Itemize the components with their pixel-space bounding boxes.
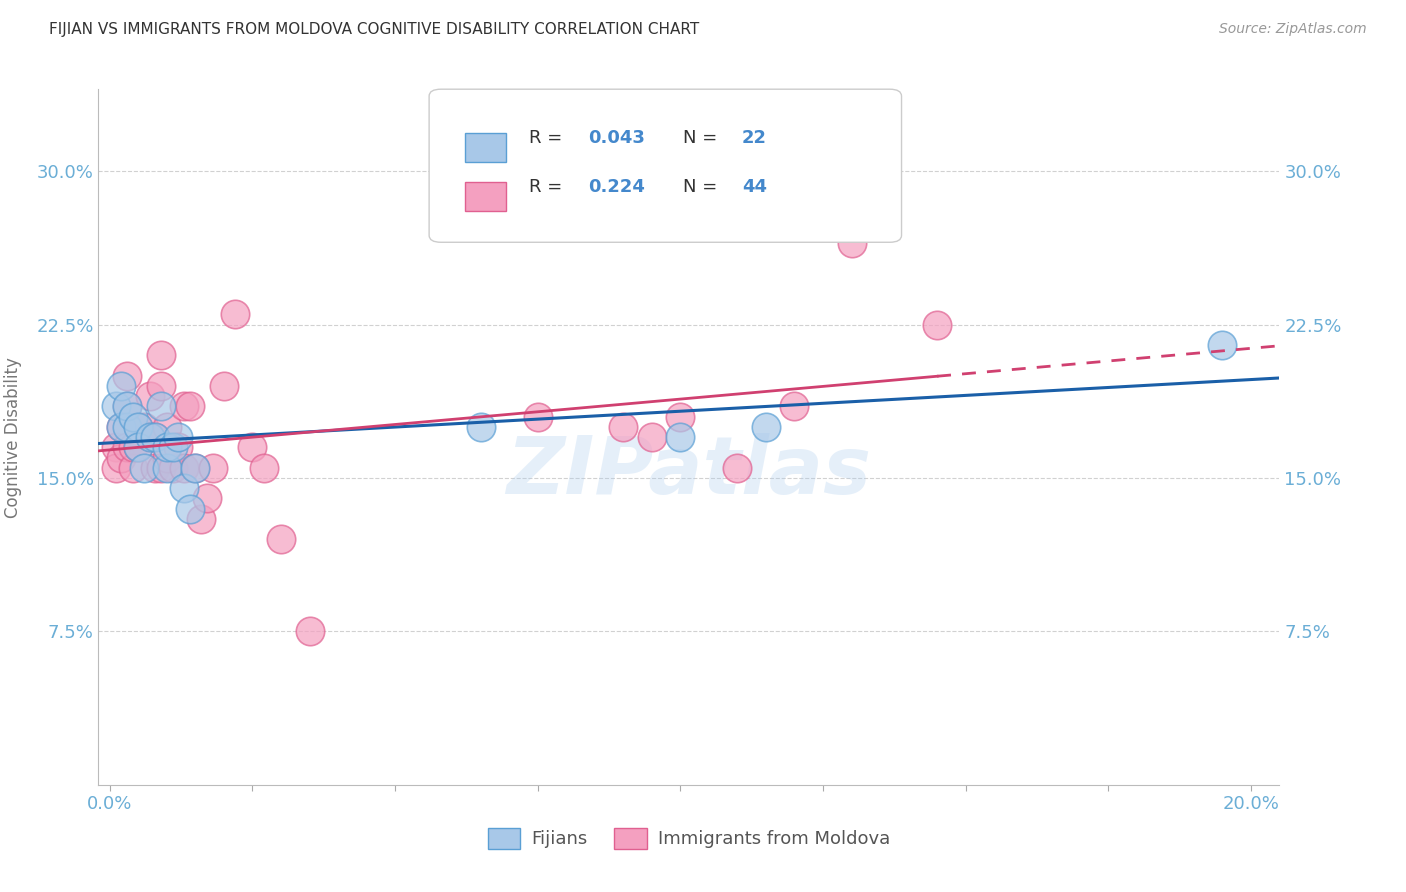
Point — [173, 400, 195, 414]
Text: 0.224: 0.224 — [589, 178, 645, 195]
Point — [139, 430, 162, 444]
Point — [115, 440, 138, 454]
FancyBboxPatch shape — [464, 133, 506, 162]
Point — [132, 420, 155, 434]
Legend: Fijians, Immigrants from Moldova: Fijians, Immigrants from Moldova — [481, 821, 897, 856]
Point — [162, 460, 184, 475]
Text: N =: N = — [683, 178, 723, 195]
Point — [145, 430, 167, 444]
Point — [612, 420, 634, 434]
Point — [184, 460, 207, 475]
Point — [167, 430, 190, 444]
Point — [156, 420, 179, 434]
Point — [156, 440, 179, 454]
Text: Source: ZipAtlas.com: Source: ZipAtlas.com — [1219, 22, 1367, 37]
Point — [150, 379, 173, 393]
Point — [298, 624, 321, 639]
Point — [156, 450, 179, 465]
Point — [201, 460, 224, 475]
Point — [104, 440, 127, 454]
Point — [121, 460, 143, 475]
Point — [841, 235, 863, 250]
Point — [127, 440, 149, 454]
Text: ZIPatlas: ZIPatlas — [506, 433, 872, 511]
Point — [104, 400, 127, 414]
Point — [755, 420, 778, 434]
Point — [162, 440, 184, 454]
Point — [725, 460, 748, 475]
Text: 44: 44 — [742, 178, 768, 195]
Point — [1211, 338, 1233, 352]
Text: FIJIAN VS IMMIGRANTS FROM MOLDOVA COGNITIVE DISABILITY CORRELATION CHART: FIJIAN VS IMMIGRANTS FROM MOLDOVA COGNIT… — [49, 22, 699, 37]
Point — [110, 420, 132, 434]
Point — [150, 400, 173, 414]
Point — [927, 318, 949, 332]
Point — [270, 533, 292, 547]
Point — [110, 420, 132, 434]
Point — [526, 409, 548, 424]
FancyBboxPatch shape — [464, 182, 506, 211]
Point — [224, 307, 246, 321]
Point — [115, 400, 138, 414]
Point — [132, 460, 155, 475]
Point — [184, 460, 207, 475]
Text: N =: N = — [683, 129, 723, 147]
Point — [127, 420, 149, 434]
Text: R =: R = — [530, 129, 568, 147]
Point — [104, 460, 127, 475]
Point — [195, 491, 218, 506]
Point — [156, 460, 179, 475]
Point — [669, 409, 692, 424]
Point — [121, 440, 143, 454]
Point — [145, 430, 167, 444]
Point — [641, 430, 664, 444]
Point — [190, 512, 212, 526]
Point — [212, 379, 235, 393]
Point — [115, 400, 138, 414]
Point — [110, 379, 132, 393]
Point — [173, 481, 195, 495]
Point — [127, 420, 149, 434]
Point — [179, 501, 201, 516]
Y-axis label: Cognitive Disability: Cognitive Disability — [4, 357, 22, 517]
Point — [669, 430, 692, 444]
Point — [127, 440, 149, 454]
Point — [173, 460, 195, 475]
Point — [139, 430, 162, 444]
Point — [470, 420, 492, 434]
Point — [179, 400, 201, 414]
Point — [121, 409, 143, 424]
Point — [242, 440, 264, 454]
Text: R =: R = — [530, 178, 568, 195]
Point — [115, 420, 138, 434]
Point — [139, 389, 162, 403]
Point — [167, 440, 190, 454]
Text: 22: 22 — [742, 129, 768, 147]
Point — [110, 450, 132, 465]
Point — [145, 460, 167, 475]
Point — [150, 348, 173, 362]
Point — [150, 460, 173, 475]
Point — [253, 460, 276, 475]
Text: 0.043: 0.043 — [589, 129, 645, 147]
Point — [783, 400, 806, 414]
FancyBboxPatch shape — [429, 89, 901, 243]
Point — [115, 368, 138, 383]
